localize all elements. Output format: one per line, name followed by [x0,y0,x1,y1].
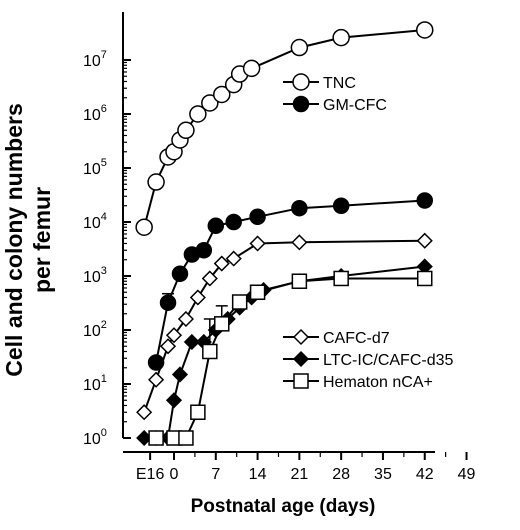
data-point-hematon-nca [416,270,433,287]
legend-item-ltc-ic-cafc-d35: LTC-IC/CAFC-d35 [283,350,453,369]
y-tick-label: 107 [83,49,107,70]
legend-label-tnc: TNC [323,75,356,92]
data-point-tnc [290,38,309,57]
legend-top: TNC GM-CFC [283,73,387,114]
x-tick-label: E16 [136,466,165,483]
legend-label-gm-cfc: GM-CFC [323,97,387,114]
data-point-tnc [242,59,261,78]
data-point-hematon-nca [231,294,248,310]
data-point-gm-cfc [207,217,225,235]
legend-marker-hematon-nca [293,373,309,389]
series-cafc-d7 [136,232,433,421]
legend-item-tnc: TNC [283,73,356,92]
legend-bottom: CAFC-d7 LTC-IC/CAFC-d35 Hematon nCA+ [283,328,453,391]
data-point-tnc [189,105,207,123]
data-point-gm-cfc [291,199,308,217]
x-tick-label: 14 [249,466,267,483]
x-ticks: E16 0 7 14 21 28 35 42 49 [136,452,476,483]
y-axis-title-line2: per femur [29,187,55,293]
data-point-hematon-nca [148,430,164,446]
data-point-cafc-d7 [165,327,183,344]
data-point-cafc-d7 [249,235,266,252]
legend-label-hematon-nca: Hematon nCA+ [323,374,433,391]
series-tnc [135,21,434,236]
data-point-cafc-d7 [159,338,177,355]
data-point-hematon-nca [333,270,349,287]
legend-item-cafc-d7: CAFC-d7 [283,328,390,347]
x-tick-label: 42 [416,466,434,483]
data-point-cafc-d7 [416,232,433,249]
x-tick-label: 49 [458,466,476,483]
data-point-cafc-d7 [291,234,308,251]
x-tick-label: 7 [211,466,220,483]
data-point-tnc [201,94,219,112]
data-point-cafc-d7 [177,310,195,328]
data-point-tnc [415,21,434,39]
y-tick-label: 106 [83,103,107,124]
data-point-hematon-nca [214,316,230,332]
x-tick-label: 35 [374,466,392,483]
data-point-gm-cfc [249,208,266,226]
legend-label-ltc-ic-cafc-d35: LTC-IC/CAFC-d35 [323,352,453,369]
data-point-gm-cfc [195,241,213,259]
data-point-cafc-d7 [213,255,230,272]
x-tick-label: 0 [170,466,179,483]
legend-marker-cafc-d7 [292,328,310,346]
y-tick-label: 103 [83,265,107,286]
y-ticks: 100 101 102 103 104 105 106 107 [83,49,131,448]
data-point-gm-cfc [225,213,242,231]
legend-item-gm-cfc: GM-CFC [283,95,387,114]
data-point-cafc-d7 [189,289,206,306]
data-point-cafc-d7 [148,371,165,388]
y-tick-label: 104 [83,211,107,232]
data-point-gm-cfc [416,192,433,209]
data-point-tnc [135,218,153,236]
y-tick-label: 102 [83,319,107,340]
legend-label-cafc-d7: CAFC-d7 [323,330,390,347]
y-tick-label: 105 [83,157,107,178]
data-point-tnc [213,85,231,104]
data-point-cafc-d7 [201,270,218,287]
data-point-ltc-ic-cafc-d35 [171,366,189,383]
legend-marker-tnc [292,73,310,91]
data-point-gm-cfc [332,197,350,214]
data-point-tnc [147,173,165,191]
x-tick-label: 28 [332,466,350,483]
series-hematon-nca [148,270,433,446]
x-tick-label: 21 [290,466,308,483]
data-point-hematon-nca [202,343,218,360]
data-point-gm-cfc [159,294,177,311]
data-point-hematon-nca [291,273,308,289]
data-point-tnc [332,28,350,47]
data-point-hematon-nca [190,404,206,420]
data-point-ltc-ic-cafc-d35 [183,333,200,351]
y-tick-label: 100 [83,427,107,448]
data-point-cafc-d7 [136,404,153,421]
data-point-tnc [177,121,195,140]
legend-marker-ltc-ic-cafc-d35 [292,350,310,368]
y-tick-label: 101 [83,373,107,394]
data-point-hematon-nca [178,430,194,446]
legend-marker-gm-cfc [292,95,310,113]
data-point-hematon-nca [249,284,266,301]
data-point-gm-cfc [171,265,189,283]
y-axis-title-line1: Cell and colony numbers [1,103,27,377]
series-layer [135,21,434,447]
data-point-cafc-d7 [225,250,242,267]
legend-item-hematon-nca: Hematon nCA+ [283,373,433,391]
x-axis-title: Postnatal age (days) [191,496,376,517]
data-point-ltc-ic-cafc-d35 [165,392,183,409]
